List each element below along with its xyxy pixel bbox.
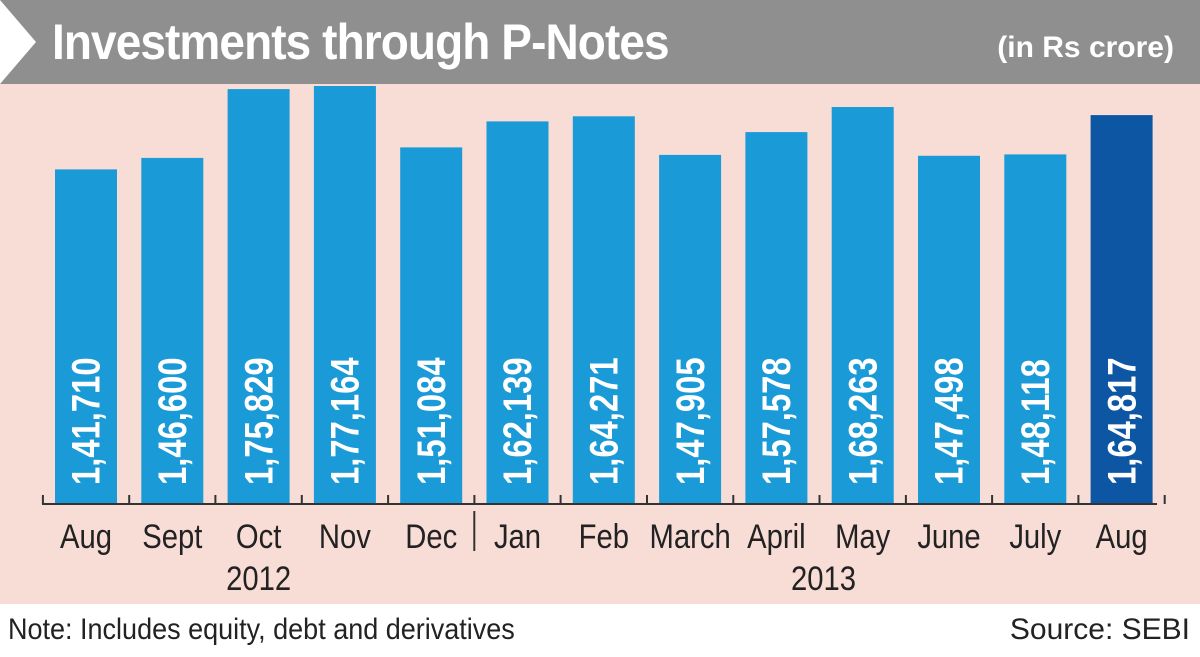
x-tick-label: Aug	[1096, 517, 1148, 556]
year-labels-group: 2012 2013	[226, 559, 856, 598]
bar-value-label: 1,68,263	[840, 357, 885, 485]
x-tick-label: May	[835, 517, 890, 556]
year-label-2013: 2013	[791, 559, 856, 598]
title-banner: Investments through P-Notes (in Rs crore…	[0, 0, 1200, 84]
bar-dec-4	[400, 147, 463, 503]
x-tick-label: Nov	[319, 517, 371, 556]
value-labels-group: 1,41,710 1,46,600 1,75,829 1,77,164 1,51,084…	[64, 357, 1144, 485]
year-label-2012: 2012	[226, 559, 291, 598]
source-credit: Source: SEBI	[1009, 613, 1190, 646]
bar-value-label: 1,75,829	[236, 357, 281, 485]
x-tick-label: Dec	[405, 517, 457, 556]
bar-value-label: 1,48,118	[1013, 359, 1058, 485]
bar-nov-3	[313, 86, 376, 503]
x-tick-label: March	[650, 517, 731, 556]
x-tick-label: July	[1009, 517, 1061, 556]
bar-value-label: 1,41,710	[64, 357, 109, 485]
bar-chart: 1,41,710 1,46,600 1,75,829 1,77,164 1,51,084…	[41, 86, 1166, 598]
bar-value-label: 1,51,084	[409, 357, 454, 485]
bar-value-label: 1,64,817	[1099, 357, 1144, 485]
bar-july-11	[1004, 154, 1067, 503]
bar-value-label: 1,47,498	[927, 357, 972, 485]
x-tick-label: April	[747, 517, 805, 556]
bars-group	[55, 86, 1153, 504]
x-tick-label: Sept	[142, 517, 202, 556]
bar-march-7	[659, 154, 722, 503]
bar-feb-6	[572, 116, 635, 504]
chart-title: Investments through P-Notes	[52, 14, 670, 70]
x-tick-label: Jan	[494, 517, 541, 556]
bar-sept-1	[141, 157, 204, 503]
bar-value-label: 1,64,271	[581, 357, 626, 485]
bar-value-label: 1,62,139	[495, 357, 540, 485]
bar-aug-0	[55, 169, 117, 503]
banner-arrow-notch	[0, 0, 36, 84]
unit-label: (in Rs crore)	[997, 31, 1174, 64]
bar-value-label: 1,46,600	[150, 357, 195, 485]
bar-jan-5	[486, 121, 549, 504]
x-axis-ticks	[41, 495, 1166, 551]
x-tick-label: Aug	[60, 517, 112, 556]
bar-value-label: 1,57,578	[754, 357, 799, 485]
footnote: Note: Includes equity, debt and derivati…	[8, 613, 515, 646]
bar-aug-12	[1090, 115, 1153, 503]
bar-value-label: 1,77,164	[322, 357, 367, 485]
bar-may-9	[831, 107, 894, 503]
month-labels-group: Aug Sept Oct Nov Dec Jan Feb March April May June J…	[60, 517, 1148, 556]
bar-june-10	[918, 155, 980, 504]
bar-oct-2	[227, 89, 290, 503]
bar-april-8	[745, 132, 808, 503]
x-tick-label: Oct	[236, 517, 282, 556]
x-tick-label: Feb	[579, 517, 629, 556]
bar-value-label: 1,47,905	[668, 357, 713, 485]
x-tick-label: June	[917, 517, 980, 556]
